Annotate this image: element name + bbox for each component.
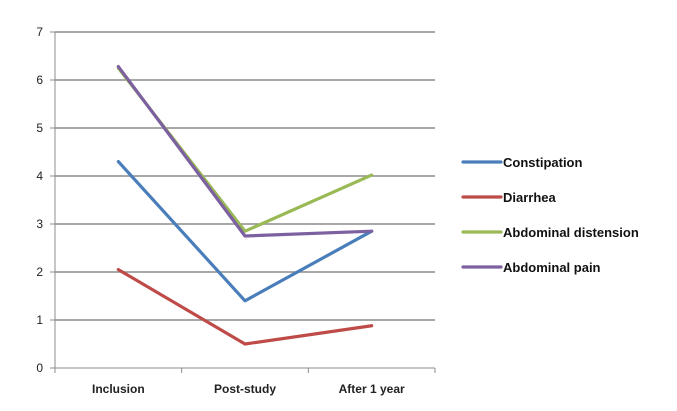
legend-label: Abdominal distension	[503, 225, 639, 240]
y-tick-label: 0	[36, 361, 43, 375]
legend-label: Abdominal pain	[503, 260, 601, 275]
y-tick-label: 6	[36, 73, 43, 87]
series-lines	[116, 64, 374, 346]
y-tick-label: 7	[36, 25, 43, 39]
gridlines	[55, 31, 435, 321]
y-tick-label: 5	[36, 121, 43, 135]
series-line-constipation	[116, 160, 374, 303]
series-line-abdominal-pain	[116, 64, 374, 238]
legend-label: Constipation	[503, 155, 582, 170]
series-line-abdominal-distension	[116, 66, 374, 233]
y-axis-ticks: 0 1 2 3 4 5 6 7	[36, 25, 55, 375]
y-tick-label: 2	[36, 265, 43, 279]
x-tick-label: Post-study	[214, 382, 276, 396]
x-tick-label: After 1 year	[339, 382, 405, 396]
x-tick-label: Inclusion	[92, 382, 145, 396]
axes	[54, 32, 435, 369]
legend-label: Diarrhea	[503, 190, 557, 205]
y-tick-label: 4	[36, 169, 43, 183]
y-tick-label: 1	[36, 313, 43, 327]
y-tick-label: 3	[36, 217, 43, 231]
x-axis-ticks: Inclusion Post-study After 1 year	[54, 368, 436, 396]
legend: Constipation Diarrhea Abdominal distension…	[461, 155, 639, 275]
series-line-diarrhea	[116, 268, 374, 346]
